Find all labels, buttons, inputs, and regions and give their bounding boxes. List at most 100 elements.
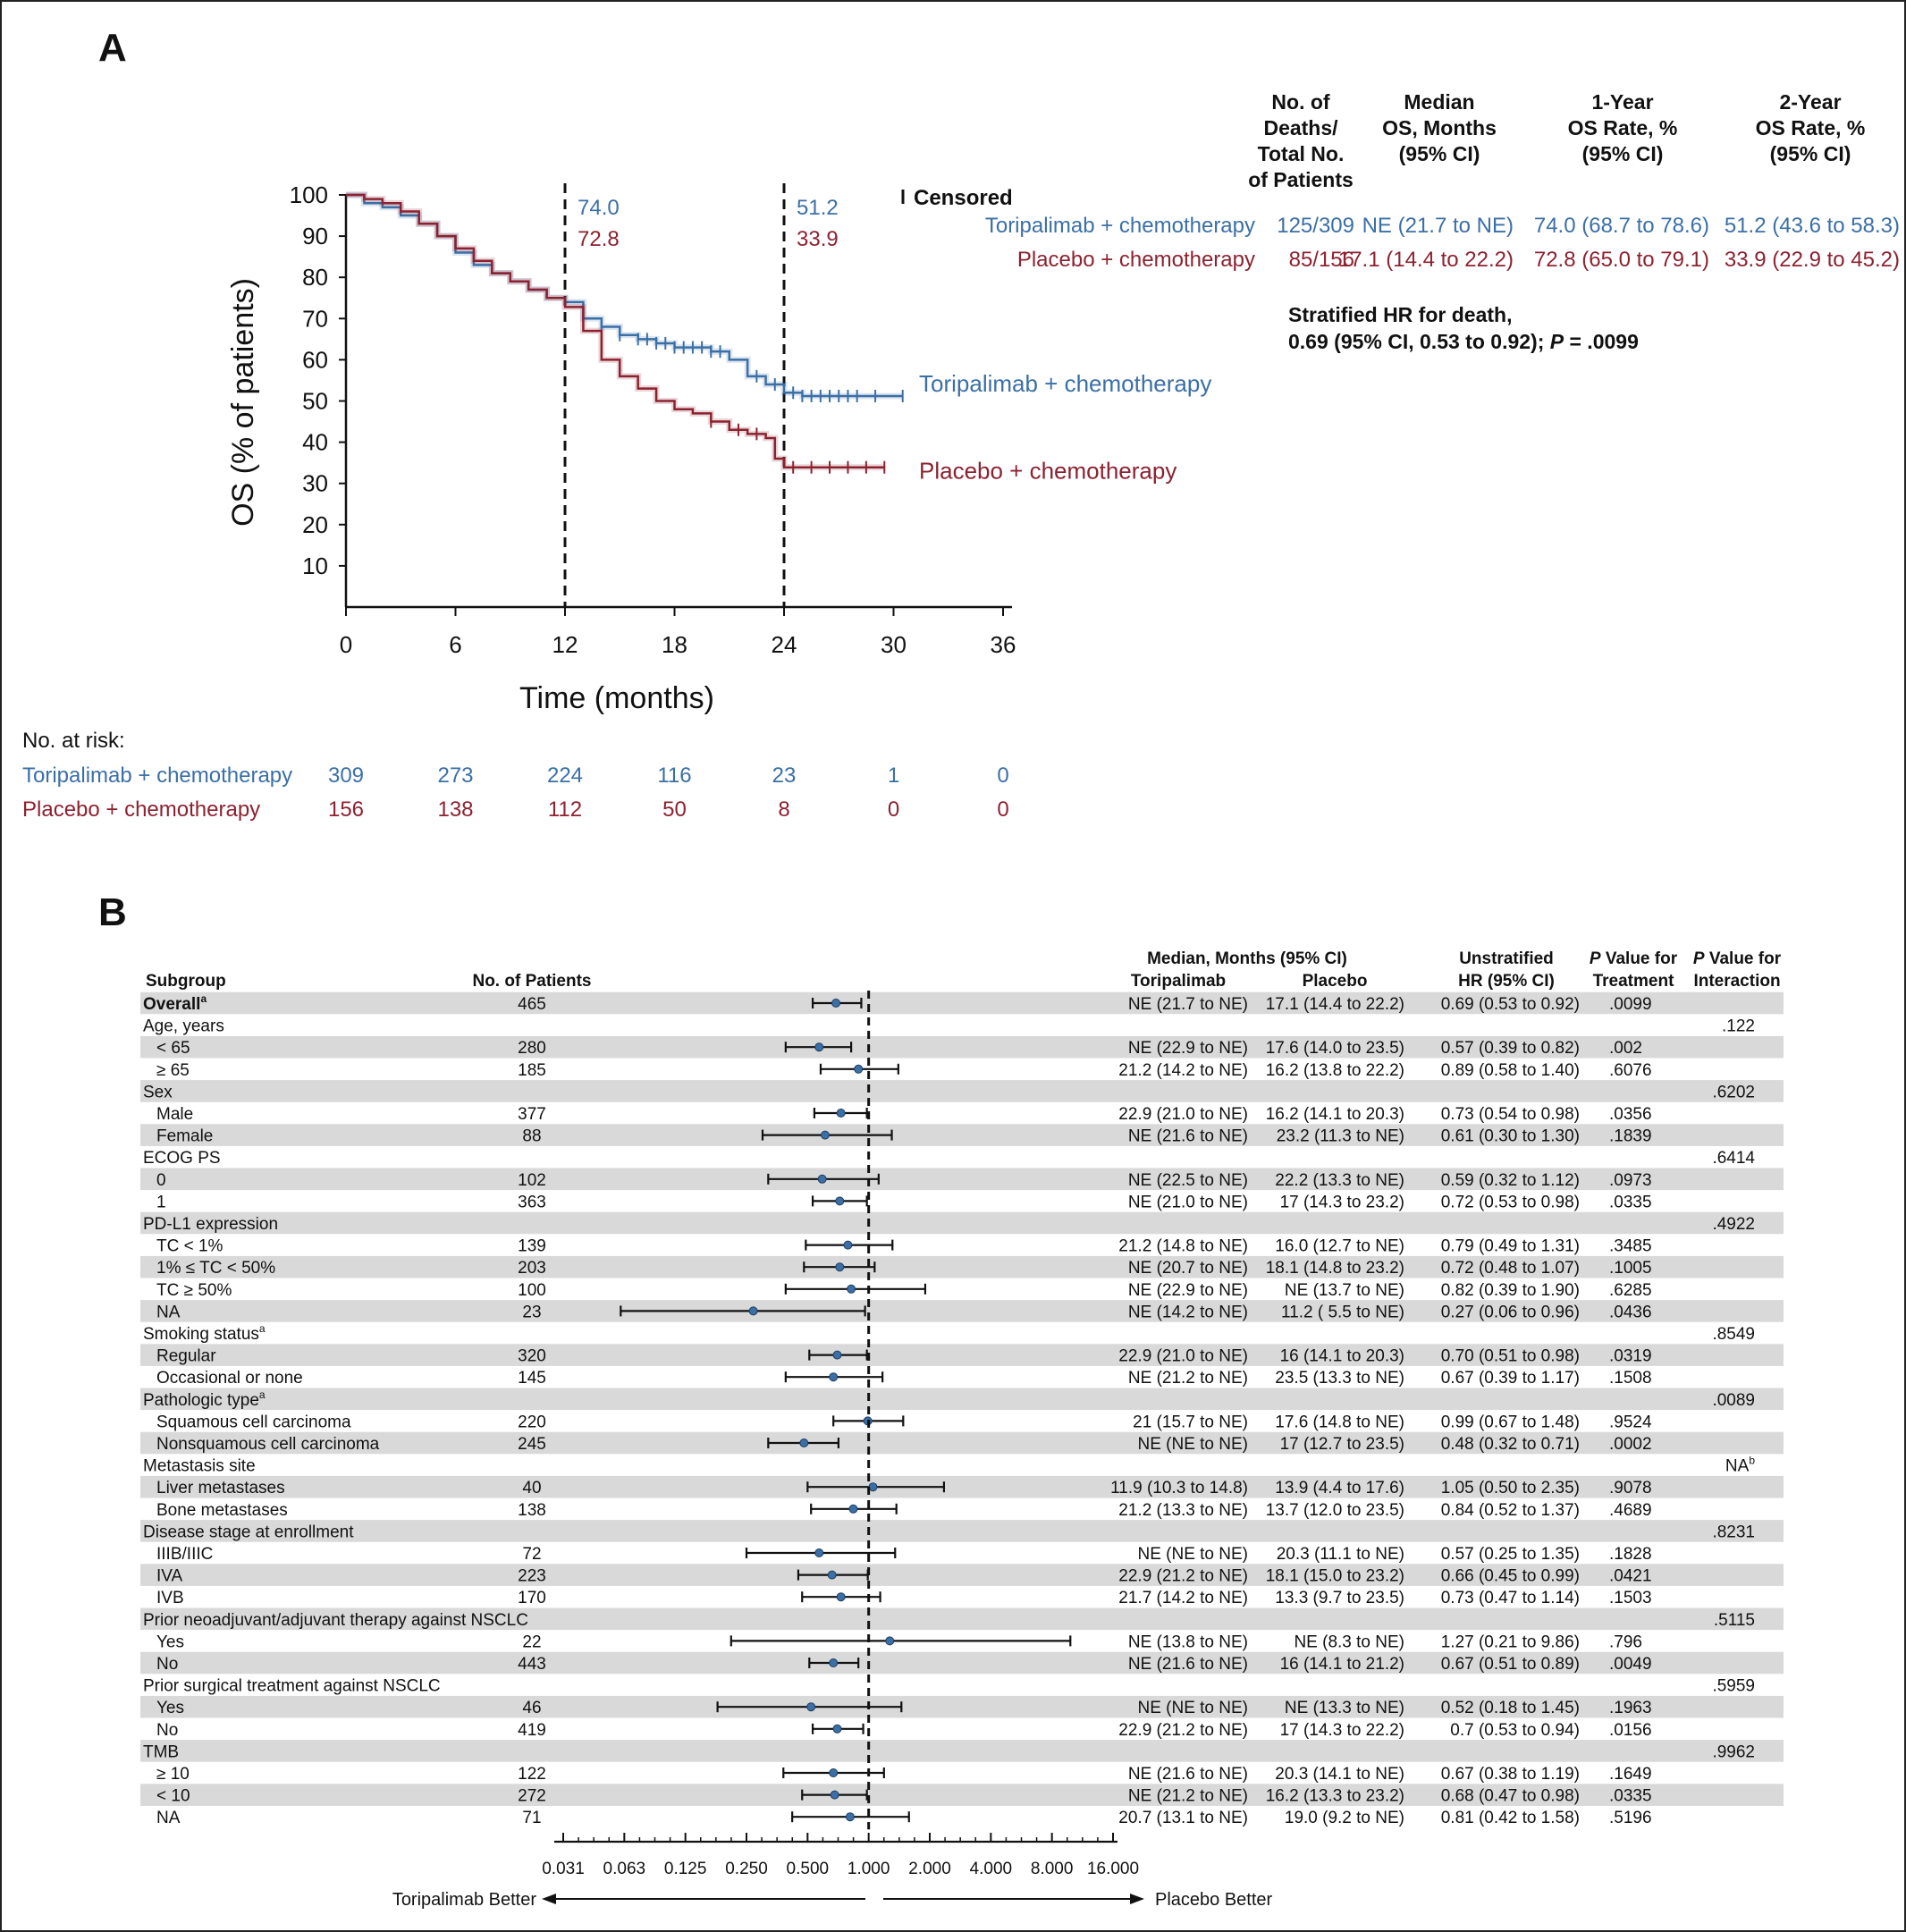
row-patients: 102 bbox=[518, 1171, 546, 1190]
row-placebo-median: 17 (12.7 to 23.5) bbox=[1280, 1435, 1404, 1454]
summary-header: (95% CI) bbox=[1582, 142, 1664, 165]
row-p-interaction-text: .9962 bbox=[1712, 1742, 1755, 1761]
header-placebo: Placebo bbox=[1303, 972, 1368, 991]
forest-row: IVA 223 22.9 (21.2 to NE) 18.1 (15.0 to 23.… bbox=[140, 1564, 1784, 1586]
row-hr: 0.72 (0.48 to 1.07) bbox=[1441, 1259, 1580, 1278]
risk-value: 50 bbox=[662, 797, 687, 822]
row-label: Pathologic typea bbox=[143, 1388, 266, 1410]
row-label-text: Liver metastases bbox=[156, 1479, 285, 1498]
row-label-text: Disease stage at enrollment bbox=[143, 1523, 354, 1541]
row-hr: 0.67 (0.39 to 1.17) bbox=[1441, 1369, 1580, 1388]
hr-point bbox=[814, 1548, 824, 1557]
header-hr-top: Unstratified bbox=[1459, 949, 1554, 968]
row-label-text: Occasional or none bbox=[156, 1369, 303, 1388]
row-toripalimab-median: 22.9 (21.0 to NE) bbox=[1118, 1105, 1248, 1124]
forest-row: ≥ 10 122 NE (21.6 to NE) 20.3 (14.1 to NE) 0… bbox=[156, 1765, 1652, 1784]
row-placebo-median: 13.3 (9.7 to 23.5) bbox=[1275, 1589, 1404, 1607]
row-toripalimab-median: 21.2 (13.3 to NE) bbox=[1118, 1501, 1248, 1520]
forest-row: NA 71 20.7 (13.1 to NE) 19.0 (9.2 to NE) 0.8… bbox=[156, 1809, 1652, 1827]
row-hr: 0.57 (0.25 to 1.35) bbox=[1441, 1545, 1580, 1564]
forest-row: Male 377 22.9 (21.0 to NE) 16.2 (14.1 to 20… bbox=[156, 1105, 1652, 1124]
row-label-text: Age, years bbox=[143, 1017, 224, 1036]
forest-row: Smoking statusa .8549 bbox=[143, 1322, 1755, 1344]
forest-row: TC < 1% 139 21.2 (14.8 to NE) 16.0 (12.7 to… bbox=[156, 1237, 1652, 1256]
hr-text-part: = .0099 bbox=[1564, 330, 1639, 353]
reference-label-placebo: 72.8 bbox=[578, 227, 620, 251]
forest-row: TMB .9962 bbox=[140, 1740, 1784, 1762]
summary-arm-label: Toripalimab + chemotherapy bbox=[985, 214, 1255, 238]
risk-arm-label: Placebo + chemotherapy bbox=[22, 797, 260, 822]
row-toripalimab-median: NE (21.7 to NE) bbox=[1128, 995, 1248, 1014]
hr-point bbox=[829, 1768, 839, 1777]
row-hr: 0.7 (0.53 to 0.94) bbox=[1450, 1721, 1580, 1740]
row-p-treatment: .0356 bbox=[1609, 1105, 1652, 1124]
row-p-interaction: NAb bbox=[1725, 1455, 1755, 1476]
row-p-treatment: .002 bbox=[1609, 1039, 1642, 1058]
risk-value: 112 bbox=[548, 797, 582, 822]
row-band bbox=[140, 1211, 1784, 1235]
curve-label-toripalimab: Toripalimab + chemotherapy bbox=[919, 370, 1211, 397]
y-axis-title: OS (% of patients) bbox=[226, 278, 260, 527]
x-tick-label: 0 bbox=[340, 631, 352, 658]
summary-cell: 51.2 (43.6 to 58.3) bbox=[1725, 214, 1900, 238]
row-label: Age, years bbox=[143, 1017, 224, 1036]
row-p-treatment: .1503 bbox=[1609, 1589, 1652, 1607]
forest-row: 0 102 NE (22.5 to NE) 22.2 (13.3 to NE) 0.59… bbox=[140, 1168, 1784, 1191]
hr-point bbox=[748, 1306, 758, 1316]
row-patients: 88 bbox=[522, 1127, 541, 1146]
row-patients: 363 bbox=[518, 1193, 546, 1211]
row-label-text: Bone metastases bbox=[156, 1501, 288, 1520]
hr-point bbox=[845, 1812, 855, 1822]
risk-value: 138 bbox=[437, 797, 473, 822]
row-label: 1% ≤ TC < 50% bbox=[156, 1259, 275, 1278]
forest-row: ≥ 65 185 21.2 (14.2 to NE) 16.2 (13.8 to 22… bbox=[156, 1061, 1652, 1080]
row-label-text: NA bbox=[156, 1303, 181, 1321]
row-p-interaction-text: .5959 bbox=[1712, 1677, 1755, 1696]
row-p-interaction-text: .8549 bbox=[1712, 1325, 1755, 1344]
forest-x-tick-label: 0.250 bbox=[725, 1860, 768, 1878]
row-hr: 0.48 (0.32 to 0.71) bbox=[1441, 1435, 1580, 1454]
row-label-sup: a bbox=[259, 1388, 266, 1401]
forest-row: Disease stage at enrollment .8231 bbox=[140, 1520, 1784, 1542]
row-p-treatment: .5196 bbox=[1609, 1809, 1652, 1827]
header-p-italic: P bbox=[1693, 949, 1705, 968]
risk-value: 1 bbox=[888, 764, 899, 788]
hr-point bbox=[817, 1174, 827, 1184]
forest-row: No 443 NE (21.6 to NE) 16 (14.1 to 21.2) 0.6… bbox=[140, 1651, 1784, 1675]
placebo-better-label: Placebo Better bbox=[1155, 1890, 1273, 1910]
panel-b-label: B bbox=[98, 890, 127, 934]
row-label-text: < 65 bbox=[156, 1039, 190, 1058]
row-hr: 0.73 (0.54 to 0.98) bbox=[1441, 1105, 1580, 1124]
row-label-text: 1 bbox=[156, 1193, 166, 1211]
risk-value: 8 bbox=[778, 797, 789, 822]
row-placebo-median: 18.1 (14.8 to 23.2) bbox=[1266, 1259, 1404, 1278]
row-toripalimab-median: NE (13.8 to NE) bbox=[1128, 1632, 1248, 1651]
row-p-treatment: .0335 bbox=[1609, 1787, 1652, 1806]
row-label-text: Regular bbox=[156, 1347, 216, 1366]
forest-row: Occasional or none 145 NE (21.2 to NE) 23.5… bbox=[156, 1369, 1652, 1388]
hr-point bbox=[832, 1350, 842, 1360]
row-toripalimab-median: NE (NE to NE) bbox=[1137, 1699, 1248, 1717]
row-placebo-median: 20.3 (14.1 to NE) bbox=[1275, 1765, 1404, 1784]
header-p-interaction-top: P Value for bbox=[1693, 949, 1782, 968]
row-patients: 320 bbox=[518, 1347, 546, 1366]
x-tick-label: 36 bbox=[991, 631, 1016, 658]
row-patients: 377 bbox=[518, 1105, 546, 1124]
row-label: Regular bbox=[156, 1347, 216, 1366]
row-placebo-median: 16.2 (13.8 to 22.2) bbox=[1266, 1061, 1404, 1080]
row-label-text: IVB bbox=[156, 1589, 184, 1607]
row-toripalimab-median: 22.9 (21.2 to NE) bbox=[1118, 1567, 1248, 1586]
row-placebo-median: 17.6 (14.8 to NE) bbox=[1275, 1413, 1404, 1431]
row-placebo-median: 16.0 (12.7 to NE) bbox=[1275, 1237, 1404, 1256]
row-label: ECOG PS bbox=[143, 1149, 221, 1168]
km-risk-table: No. at risk: Toripalimab + chemotherapy 30… bbox=[22, 729, 1009, 822]
row-label: Smoking statusa bbox=[143, 1322, 266, 1344]
summary-cell: 33.9 (22.9 to 45.2) bbox=[1725, 248, 1900, 272]
row-hr: 0.66 (0.45 to 0.99) bbox=[1441, 1567, 1580, 1586]
row-label-text: Prior neoadjuvant/adjuvant therapy again… bbox=[143, 1611, 528, 1630]
row-p-interaction-text: .5115 bbox=[1714, 1611, 1755, 1630]
risk-value: 116 bbox=[657, 764, 691, 788]
hr-text-line2: 0.69 (95% CI, 0.53 to 0.92); P = .0099 bbox=[1288, 330, 1639, 353]
forest-row: 1% ≤ TC < 50% 203 NE (20.7 to NE) 18.1 (14.… bbox=[140, 1255, 1784, 1278]
row-hr: 0.27 (0.06 to 0.96) bbox=[1441, 1303, 1580, 1321]
